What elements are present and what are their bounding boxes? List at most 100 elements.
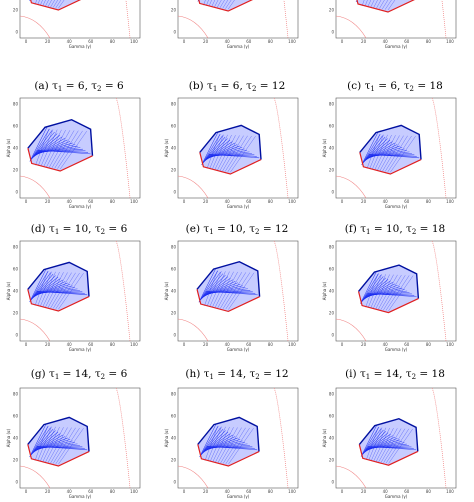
x-tick-label: 20: [361, 342, 367, 347]
y-tick-label: 0: [173, 30, 176, 35]
x-tick-label: 0: [25, 39, 28, 44]
y-tick-label: 80: [13, 102, 19, 107]
y-axis-label: Alpha (α): [6, 428, 11, 447]
x-tick-label: 0: [341, 199, 344, 204]
y-axis-label: Alpha (α): [164, 281, 169, 300]
region-group: [359, 265, 419, 313]
x-tick-label: 100: [446, 39, 454, 44]
y-tick-label: 80: [13, 392, 19, 397]
pink-arc: [336, 176, 366, 198]
y-tick-label: 40: [171, 289, 177, 294]
x-tick-label: 80: [268, 489, 274, 494]
region-group: [359, 419, 417, 465]
region-group: [28, 417, 89, 466]
pink-curve: [432, 388, 446, 488]
caption-i: (i) τ1 = 14, τ2 = 18: [316, 368, 474, 381]
x-tick-label: 100: [288, 489, 296, 494]
axes-frame: [20, 0, 140, 38]
pink-arc: [20, 176, 50, 198]
x-tick-label: 20: [203, 39, 209, 44]
x-tick-label: 100: [288, 342, 296, 347]
y-tick-label: 0: [173, 480, 176, 485]
pink-arc: [20, 466, 50, 488]
y-tick-label: 0: [173, 190, 176, 195]
x-axis-label: Gamma (γ): [69, 44, 92, 49]
y-tick-label: 60: [329, 267, 335, 272]
y-tick-label: 20: [171, 8, 177, 13]
y-tick-label: 80: [329, 102, 335, 107]
x-axis-label: Gamma (γ): [227, 204, 250, 209]
y-tick-label: 20: [13, 311, 19, 316]
region-group: [28, 262, 89, 311]
region-group: [198, 417, 259, 466]
x-tick-label: 20: [45, 342, 51, 347]
x-tick-label: 80: [110, 342, 116, 347]
y-tick-label: 20: [13, 8, 19, 13]
x-tick-label: 0: [183, 199, 186, 204]
pink-arc: [20, 16, 50, 38]
y-tick-label: 0: [173, 333, 176, 338]
pink-curve: [274, 388, 288, 488]
caption-f: (f) τ1 = 10, τ2 = 18: [316, 223, 474, 236]
region-group: [28, 120, 93, 171]
y-tick-label: 80: [13, 245, 19, 250]
y-tick-label: 40: [13, 436, 19, 441]
pink-curve: [432, 98, 446, 198]
y-tick-label: 60: [171, 414, 177, 419]
y-tick-label: 60: [13, 267, 19, 272]
y-axis-label: Alpha (α): [322, 138, 327, 157]
y-tick-label: 40: [171, 436, 177, 441]
caption-d: (d) τ1 = 10, τ2 = 6: [0, 223, 158, 236]
x-tick-label: 20: [45, 489, 51, 494]
pink-arc: [178, 16, 208, 38]
y-tick-label: 60: [171, 267, 177, 272]
y-tick-label: 80: [171, 245, 177, 250]
x-axis-label: Gamma (γ): [385, 204, 408, 209]
y-axis-label: Alpha (α): [322, 281, 327, 300]
x-axis-label: Gamma (γ): [385, 347, 408, 352]
y-axis-label: Alpha (α): [164, 138, 169, 157]
caption-a: (a) τ1 = 6, τ2 = 6: [0, 80, 158, 93]
caption-h: (h) τ1 = 14, τ2 = 12: [158, 368, 316, 381]
region-group: [197, 262, 260, 312]
y-tick-label: 80: [329, 392, 335, 397]
x-tick-label: 100: [288, 199, 296, 204]
x-tick-label: 100: [288, 39, 296, 44]
y-axis-label: Alpha (α): [322, 428, 327, 447]
y-tick-label: 0: [15, 333, 18, 338]
y-tick-label: 80: [171, 102, 177, 107]
x-tick-label: 0: [25, 489, 28, 494]
pink-curve: [116, 0, 130, 38]
y-tick-label: 0: [15, 30, 18, 35]
x-tick-label: 0: [25, 342, 28, 347]
pink-curve: [116, 241, 130, 341]
y-tick-label: 40: [329, 289, 335, 294]
y-tick-label: 20: [329, 168, 335, 173]
y-axis-label: Alpha (α): [6, 281, 11, 300]
y-tick-label: 20: [13, 168, 19, 173]
x-tick-label: 100: [446, 199, 454, 204]
region-group: [196, 0, 261, 11]
region-fill: [28, 0, 89, 10]
x-axis-label: Gamma (γ): [385, 494, 408, 499]
y-tick-label: 60: [13, 124, 19, 129]
x-tick-label: 80: [110, 39, 116, 44]
x-tick-label: 80: [110, 489, 116, 494]
y-tick-label: 40: [13, 146, 19, 151]
pink-arc: [178, 466, 208, 488]
x-tick-label: 20: [203, 199, 209, 204]
